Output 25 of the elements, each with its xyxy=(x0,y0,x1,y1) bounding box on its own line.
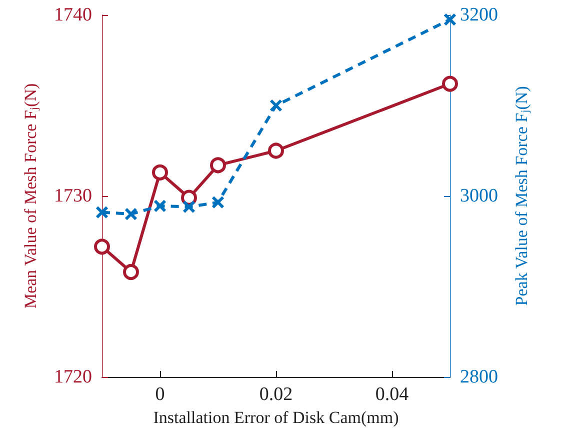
x-axis-title: Installation Error of Disk Cam(mm) xyxy=(153,408,399,427)
y2-tick-label: 3000 xyxy=(460,186,498,206)
x-tick-label: 0.02 xyxy=(259,384,293,405)
point xyxy=(123,264,139,280)
point xyxy=(154,199,166,212)
point xyxy=(182,200,196,214)
y-tick-label: 1740 xyxy=(54,4,92,26)
point xyxy=(152,164,168,180)
point xyxy=(442,76,458,92)
point xyxy=(210,157,226,174)
y2-axis-title: Peak Value of Mesh Force Fj(N) xyxy=(512,86,532,306)
y2-tick-label: 3200 xyxy=(460,4,498,26)
x-tick-label: 0.04 xyxy=(375,384,410,405)
y-tick-label: 1720 xyxy=(54,366,92,388)
point xyxy=(124,208,138,221)
y2-tick-label: 2800 xyxy=(460,366,498,388)
point xyxy=(268,142,284,159)
point xyxy=(212,196,224,209)
point xyxy=(444,13,456,26)
point xyxy=(94,238,110,255)
y-tick-label: 1730 xyxy=(54,186,92,206)
y-axis-title: Mean Value of Mesh Force Fj(N) xyxy=(21,83,40,309)
point xyxy=(96,206,108,219)
point xyxy=(270,99,282,112)
x-tick-label: 0 xyxy=(155,384,165,405)
